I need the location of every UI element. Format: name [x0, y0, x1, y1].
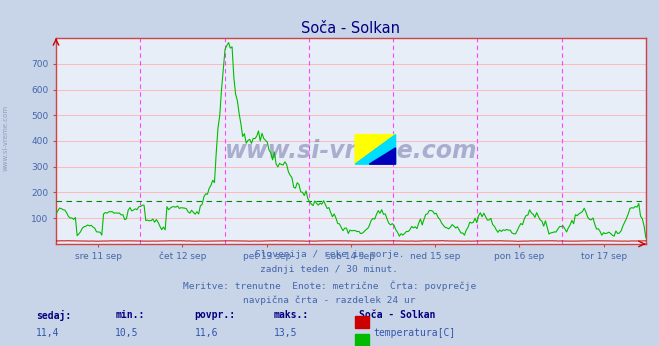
Text: www.si-vreme.com: www.si-vreme.com	[2, 105, 9, 172]
Polygon shape	[355, 135, 395, 164]
Text: Soča - Solkan: Soča - Solkan	[359, 310, 436, 320]
Text: navpična črta - razdelek 24 ur: navpična črta - razdelek 24 ur	[243, 295, 416, 305]
Text: temperatura[C]: temperatura[C]	[373, 328, 455, 338]
Text: www.si-vreme.com: www.si-vreme.com	[225, 139, 477, 163]
Polygon shape	[369, 148, 395, 164]
Text: maks.:: maks.:	[273, 310, 308, 320]
Text: povpr.:: povpr.:	[194, 310, 235, 320]
Text: Slovenija / reke in morje.: Slovenija / reke in morje.	[255, 250, 404, 259]
Text: min.:: min.:	[115, 310, 145, 320]
Text: 11,6: 11,6	[194, 328, 218, 338]
Polygon shape	[355, 135, 395, 164]
Text: sedaj:: sedaj:	[36, 310, 71, 321]
Text: 10,5: 10,5	[115, 328, 139, 338]
Text: zadnji teden / 30 minut.: zadnji teden / 30 minut.	[260, 265, 399, 274]
Text: 13,5: 13,5	[273, 328, 297, 338]
Text: Meritve: trenutne  Enote: metrične  Črta: povprečje: Meritve: trenutne Enote: metrične Črta: …	[183, 280, 476, 291]
Title: Soča - Solkan: Soča - Solkan	[301, 20, 401, 36]
Text: 11,4: 11,4	[36, 328, 60, 338]
